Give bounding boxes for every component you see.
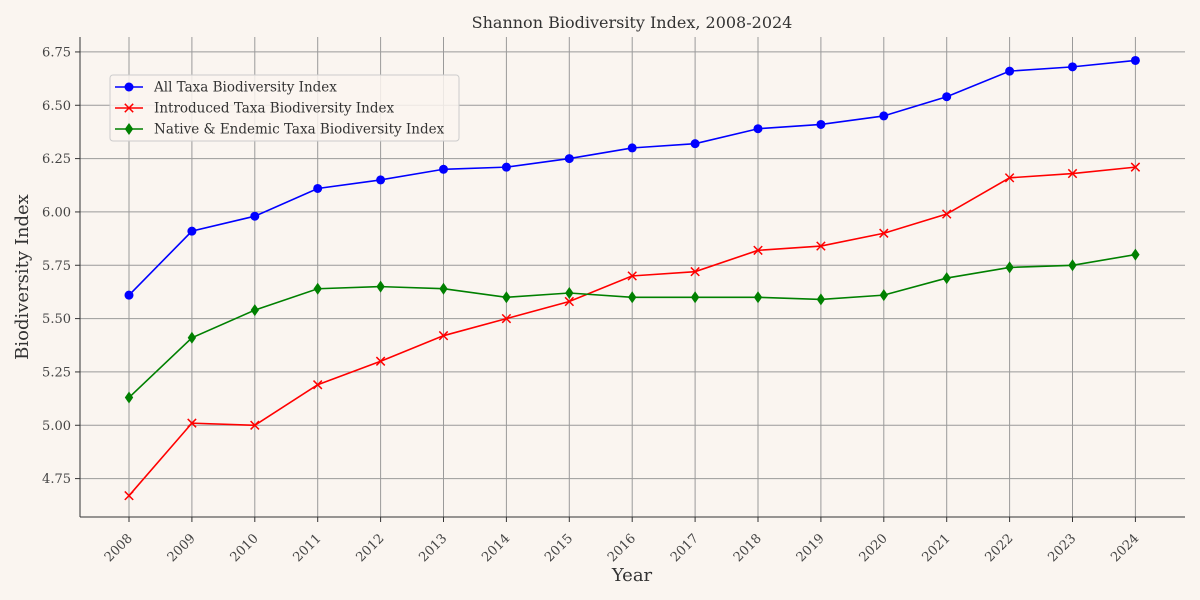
legend: All Taxa Biodiversity Index Introduced Ta… <box>109 74 460 142</box>
data-point <box>501 313 512 324</box>
data-point <box>1131 248 1140 261</box>
data-point <box>941 209 952 219</box>
x-axis-title: Year <box>611 565 653 586</box>
data-point <box>1067 168 1078 179</box>
data-point <box>690 139 700 149</box>
y-ticks: 4.75 5.00 5.25 5.50 5.75 6.00 6.25 6.50 6.75 <box>42 45 80 487</box>
legend-entries: All Taxa Biodiversity Index Introduced Ta… <box>115 80 445 138</box>
data-point <box>816 293 826 306</box>
y-tick-label: 6.75 <box>42 45 71 60</box>
data-point <box>753 245 763 256</box>
chart-title: Shannon Biodiversity Index, 2008-2024 <box>472 13 793 32</box>
data-point <box>690 266 700 277</box>
data-point <box>627 271 637 281</box>
data-point <box>1005 261 1014 274</box>
legend-box <box>109 74 460 142</box>
data-point <box>124 82 134 92</box>
data-point <box>564 154 574 164</box>
data-point <box>439 164 448 174</box>
y-tick-label: 6.00 <box>42 205 71 220</box>
data-point <box>250 420 260 430</box>
data-point <box>438 330 449 341</box>
data-point <box>439 282 448 295</box>
data-point <box>753 124 763 134</box>
series-1 <box>124 55 1140 300</box>
data-point <box>187 331 197 344</box>
data-point <box>816 119 826 129</box>
series-3 <box>124 248 1140 404</box>
data-point <box>313 183 323 193</box>
series <box>124 55 1141 501</box>
series-2 <box>124 162 1141 501</box>
data-point <box>250 211 260 221</box>
y-tick-label: 6.25 <box>42 152 71 167</box>
data-point <box>879 228 889 238</box>
data-point <box>313 282 322 295</box>
y-tick-label: 5.75 <box>42 259 71 274</box>
data-point <box>187 226 197 236</box>
legend-entry: All Taxa Biodiversity Index <box>115 80 337 96</box>
data-point <box>753 291 763 304</box>
data-point <box>565 287 574 299</box>
y-tick-label: 6.50 <box>42 99 71 114</box>
data-point <box>250 304 259 317</box>
data-point <box>375 356 386 366</box>
data-point <box>1068 259 1077 272</box>
legend-entry: Native & Endemic Taxa Biodiversity Index <box>115 122 445 138</box>
legend-label: All Taxa Biodiversity Index <box>153 80 337 96</box>
data-point <box>1005 66 1015 76</box>
data-point <box>124 290 134 300</box>
data-point <box>312 380 323 390</box>
legend-entry: Introduced Taxa Biodiversity Index <box>115 101 394 117</box>
data-point <box>942 92 952 102</box>
legend-label: Introduced Taxa Biodiversity Index <box>154 101 394 117</box>
data-point <box>690 291 700 304</box>
data-point <box>1130 162 1141 172</box>
data-point <box>1068 62 1077 72</box>
data-point <box>564 296 575 307</box>
data-point <box>942 272 951 285</box>
data-point <box>628 291 637 304</box>
data-point <box>502 291 511 304</box>
y-axis-title: Biodiversity Index <box>12 194 33 360</box>
data-point <box>879 289 888 302</box>
data-point <box>187 418 197 428</box>
data-point <box>1130 55 1140 65</box>
data-point <box>879 111 889 121</box>
data-point <box>124 123 134 135</box>
data-point <box>124 103 134 113</box>
y-tick-label: 5.00 <box>42 419 71 434</box>
data-point <box>627 143 637 153</box>
y-tick-label: 5.50 <box>42 312 71 327</box>
data-point <box>376 175 386 185</box>
data-point <box>1004 173 1015 183</box>
legend-label: Native & Endemic Taxa Biodiversity Index <box>154 122 445 138</box>
y-tick-label: 5.25 <box>42 365 71 380</box>
data-point <box>376 280 385 293</box>
data-point <box>816 241 826 251</box>
data-point <box>124 391 134 404</box>
data-point <box>501 162 511 172</box>
data-point <box>124 490 134 501</box>
y-tick-label: 4.75 <box>42 472 71 487</box>
